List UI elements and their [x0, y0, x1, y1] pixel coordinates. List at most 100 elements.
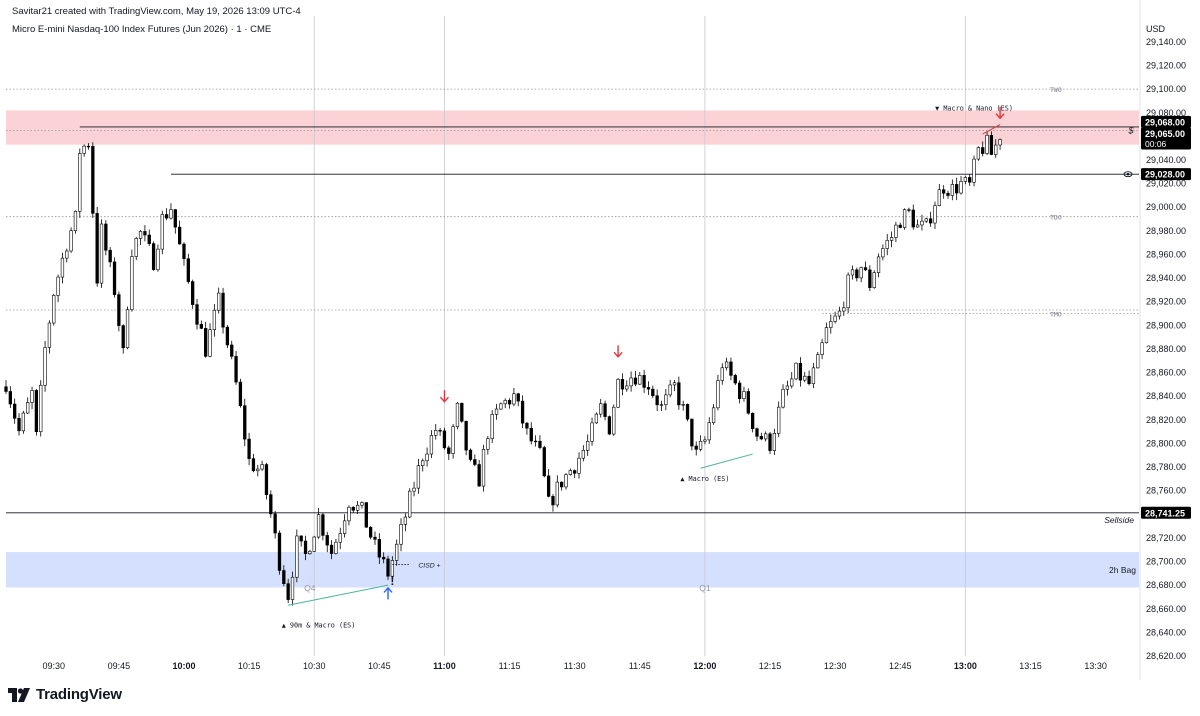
candle-down: [373, 536, 377, 540]
candle: [855, 267, 859, 282]
zone-0: [6, 110, 1139, 145]
candle-down: [516, 393, 520, 402]
annotation-4: Q4: [304, 583, 316, 593]
candle: [295, 529, 299, 583]
candle: [286, 578, 290, 603]
candle-up: [790, 378, 794, 387]
y-tick-label: 28,720.00: [1146, 533, 1186, 543]
candle: [859, 266, 863, 283]
candle: [299, 535, 303, 547]
candle-down: [251, 458, 256, 472]
eye-outline: [1123, 171, 1133, 178]
candle: [21, 410, 26, 434]
candle-down: [651, 388, 655, 396]
y-tick-label: 28,920.00: [1146, 297, 1186, 307]
candle-up: [30, 390, 34, 403]
candle: [334, 538, 338, 555]
y-tick-label: 28,800.00: [1146, 438, 1186, 448]
x-tick-label: 12:15: [759, 661, 782, 671]
candle-up: [889, 237, 894, 241]
candle-down: [112, 261, 117, 295]
candle-up: [39, 384, 43, 433]
candle: [759, 432, 763, 441]
candle: [742, 386, 746, 402]
candle: [599, 398, 603, 418]
x-tick-label: 11:30: [564, 661, 586, 671]
arrow-head: [613, 351, 623, 358]
candle-down: [143, 231, 147, 236]
dollar-sign-icon: $: [1127, 125, 1134, 135]
candle-down: [177, 226, 182, 245]
warning-mark: !: [390, 574, 394, 588]
candle: [711, 403, 716, 425]
candle-up: [82, 145, 86, 154]
candle: [512, 387, 516, 407]
y-tick-label: 28,620.00: [1146, 651, 1186, 661]
candle: [507, 398, 512, 409]
candle-up: [581, 450, 585, 459]
price-label-text: 29,068.00: [1145, 117, 1185, 127]
tradingview-logo[interactable]: TradingView: [8, 686, 122, 703]
candle-down: [529, 427, 533, 442]
sweep-line-1: [700, 453, 753, 469]
candle-down: [607, 416, 612, 435]
candle-down: [195, 304, 199, 325]
candle-down: [234, 356, 238, 383]
candle: [277, 530, 282, 575]
candle-down: [460, 402, 464, 422]
y-tick-label: 29,080.00: [1146, 108, 1186, 118]
candle-up: [134, 238, 138, 257]
candle: [824, 322, 829, 344]
price-label-text: 29,065.00: [1145, 129, 1185, 139]
candle: [395, 539, 399, 566]
candle: [234, 351, 238, 385]
candle-up: [959, 181, 963, 194]
candle: [516, 392, 520, 407]
candle-down: [968, 177, 972, 183]
symbol-title[interactable]: Micro E-mini Nasdaq-100 Index Futures (J…: [12, 24, 272, 35]
x-tick-label: 11:00: [433, 661, 456, 671]
candle-up: [594, 413, 599, 424]
candle-up: [972, 158, 976, 183]
y-tick-label: 28,820.00: [1146, 415, 1186, 425]
candle: [837, 306, 842, 320]
candle-down: [4, 386, 8, 392]
candle-up: [586, 440, 590, 451]
candle: [256, 464, 260, 477]
candle: [551, 494, 555, 512]
candle-up: [21, 412, 26, 432]
candle: [698, 435, 703, 452]
eye-pupil: [1126, 172, 1130, 176]
candle-down: [86, 145, 91, 148]
candle-down: [546, 475, 551, 497]
candle-down: [655, 395, 659, 406]
candle: [117, 291, 121, 332]
candle: [386, 555, 390, 581]
candle-down: [642, 375, 646, 388]
candle: [390, 556, 394, 582]
candle-up: [486, 438, 490, 450]
y-tick-label: 28,900.00: [1146, 320, 1186, 330]
y-tick-label: 28,700.00: [1146, 557, 1186, 567]
candle: [928, 211, 933, 227]
candle: [646, 381, 651, 395]
candle-down: [955, 184, 959, 194]
candle: [603, 400, 607, 421]
candle-down: [946, 192, 950, 196]
y-tick-label: 29,020.00: [1146, 179, 1186, 189]
candle-down: [221, 292, 225, 328]
candle: [772, 428, 777, 455]
candle-up: [342, 520, 347, 534]
candle: [160, 210, 164, 255]
candle-down: [551, 496, 555, 506]
candle-up: [451, 426, 455, 454]
candle: [985, 131, 989, 155]
candle-up: [985, 134, 989, 154]
candle-up: [65, 250, 69, 259]
candle-down: [151, 243, 156, 270]
candle: [889, 231, 894, 248]
candle: [399, 518, 403, 552]
candle: [60, 252, 65, 284]
candle: [581, 445, 585, 462]
